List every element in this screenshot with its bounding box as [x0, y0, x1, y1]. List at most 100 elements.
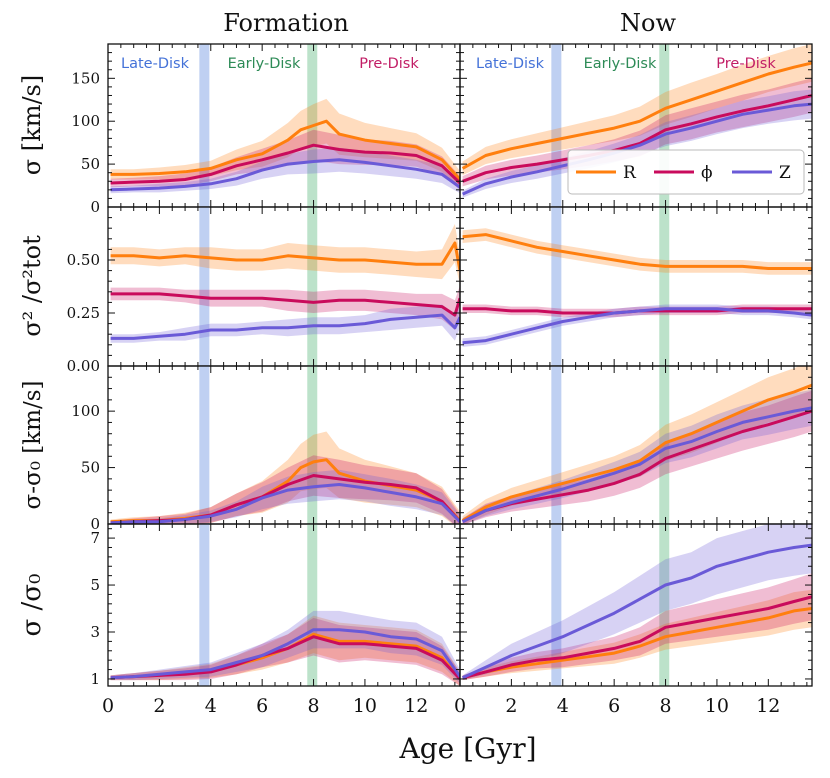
- band-late-early-boundary: [551, 44, 562, 207]
- band-late-early-boundary: [551, 366, 562, 524]
- region-label: Late-Disk: [121, 56, 190, 72]
- band-R: [462, 366, 812, 524]
- band-early-pre-boundary: [659, 524, 670, 686]
- x-tick-label: 12: [404, 695, 428, 717]
- band-Z: [110, 610, 460, 684]
- region-label: Early-Disk: [584, 56, 657, 72]
- y-axis-label: σ-σ₀ [km/s]: [20, 381, 46, 510]
- x-tick-label: 10: [705, 695, 729, 717]
- column-title-now: Now: [620, 9, 676, 37]
- panel-ratio-now: [459, 523, 813, 687]
- line-Z: [461, 543, 812, 680]
- band-late-early-boundary: [199, 44, 210, 207]
- legend-label-R: R: [623, 163, 637, 183]
- line-phi: [462, 94, 812, 183]
- band-Z: [462, 389, 812, 524]
- panel-ratio-formation: 1 3 5 7: [90, 523, 461, 688]
- panel-sigma-formation: 0 50 100 150 Late-Disk Early-Disk Pre-Disk: [71, 43, 461, 216]
- line-phi: [462, 595, 812, 680]
- line-R: [462, 233, 812, 270]
- line-R: [461, 383, 812, 522]
- x-tick-label: 8: [660, 695, 672, 717]
- line-Z: [461, 102, 812, 196]
- line-phi: [110, 143, 460, 185]
- region-label: Early-Disk: [228, 56, 301, 72]
- band-R: [110, 224, 460, 286]
- y-tick-label: 150: [71, 69, 100, 87]
- column-title-formation: Formation: [223, 9, 349, 37]
- line-Z: [462, 307, 812, 345]
- line-R: [462, 607, 812, 680]
- line-phi: [461, 409, 812, 524]
- x-tick-label: 6: [256, 695, 268, 717]
- band-phi: [462, 390, 812, 524]
- band-late-early-boundary: [199, 207, 210, 366]
- y-tick-label: 100: [71, 402, 100, 420]
- band-late-early-boundary: [551, 524, 562, 686]
- legend-label-phi: ϕ: [701, 163, 713, 183]
- y-tick-label: 50: [81, 155, 100, 173]
- band-early-pre-boundary: [659, 207, 670, 366]
- band-phi: [462, 78, 812, 187]
- y-tick-label: 100: [71, 112, 100, 130]
- y-tick-label: 0: [90, 198, 100, 216]
- x-tick-label: 4: [557, 695, 569, 717]
- x-tick-label: 8: [308, 695, 320, 717]
- y-axis-labels: σ [km/s] σ² /σ²tot σ-σ₀ [km/s] σ /σ₀: [17, 75, 47, 637]
- y-tick-label: 0.50: [67, 251, 100, 269]
- x-axis-label: Age [Gyr]: [398, 732, 536, 765]
- x-tick-label: 0: [102, 695, 114, 717]
- band-phi: [462, 573, 812, 681]
- line-phi: [110, 292, 460, 317]
- line-Z: [110, 158, 460, 192]
- region-label: Pre-Disk: [716, 56, 776, 72]
- band-early-pre-boundary: [307, 366, 318, 524]
- panel-sigma-now: Late-Disk Early-Disk Pre-Disk R ϕ Z: [459, 43, 813, 208]
- region-label: Late-Disk: [476, 56, 545, 72]
- x-tick-label: 4: [205, 695, 217, 717]
- band-R: [110, 431, 460, 524]
- y-tick-label: 0: [90, 515, 100, 533]
- x-tick-label: 2: [153, 695, 165, 717]
- band-early-pre-boundary: [307, 524, 318, 686]
- line-Z: [110, 628, 460, 680]
- line-Z: [110, 313, 460, 340]
- band-late-early-boundary: [551, 207, 562, 366]
- line-R: [461, 61, 812, 170]
- panel-frame: [459, 206, 813, 367]
- x-tick-label: 2: [505, 695, 517, 717]
- x-tick-labels: 0 2 4 6 8 10 12 0 2 4 6 8 10 12: [102, 695, 780, 717]
- panel-frame: [107, 206, 461, 367]
- x-tick-label: 12: [756, 695, 780, 717]
- band-phi: [110, 129, 460, 190]
- panel-fraction-now: [459, 206, 813, 367]
- panel-frame: [459, 523, 813, 687]
- band-Z: [110, 147, 460, 194]
- y-axis-label: σ /σ₀: [17, 574, 47, 637]
- y-tick-label: 0.25: [67, 304, 100, 322]
- y-tick-label: 7: [90, 529, 100, 547]
- line-Z: [461, 406, 812, 524]
- y-tick-label: 5: [90, 576, 100, 594]
- region-label: Pre-Disk: [359, 56, 419, 72]
- y-tick-label: 3: [90, 623, 100, 641]
- band-R: [462, 228, 812, 275]
- band-late-early-boundary: [199, 524, 210, 686]
- band-late-early-boundary: [199, 366, 210, 524]
- y-tick-label: 1: [90, 670, 100, 688]
- y-tick-label: 0.00: [67, 357, 100, 375]
- x-tick-label: 6: [608, 695, 620, 717]
- legend-label-Z: Z: [779, 163, 791, 183]
- panel-offset-formation: 0 50 100: [71, 365, 461, 533]
- y-axis-label: σ [km/s]: [18, 75, 46, 175]
- x-tick-label: 0: [454, 695, 466, 717]
- band-R: [110, 98, 460, 189]
- line-Z: [110, 483, 460, 524]
- panel-offset-now: [459, 365, 813, 525]
- line-R: [110, 241, 460, 271]
- band-early-pre-boundary: [659, 44, 670, 207]
- y-axis-label: σ² /σ²tot: [18, 235, 46, 337]
